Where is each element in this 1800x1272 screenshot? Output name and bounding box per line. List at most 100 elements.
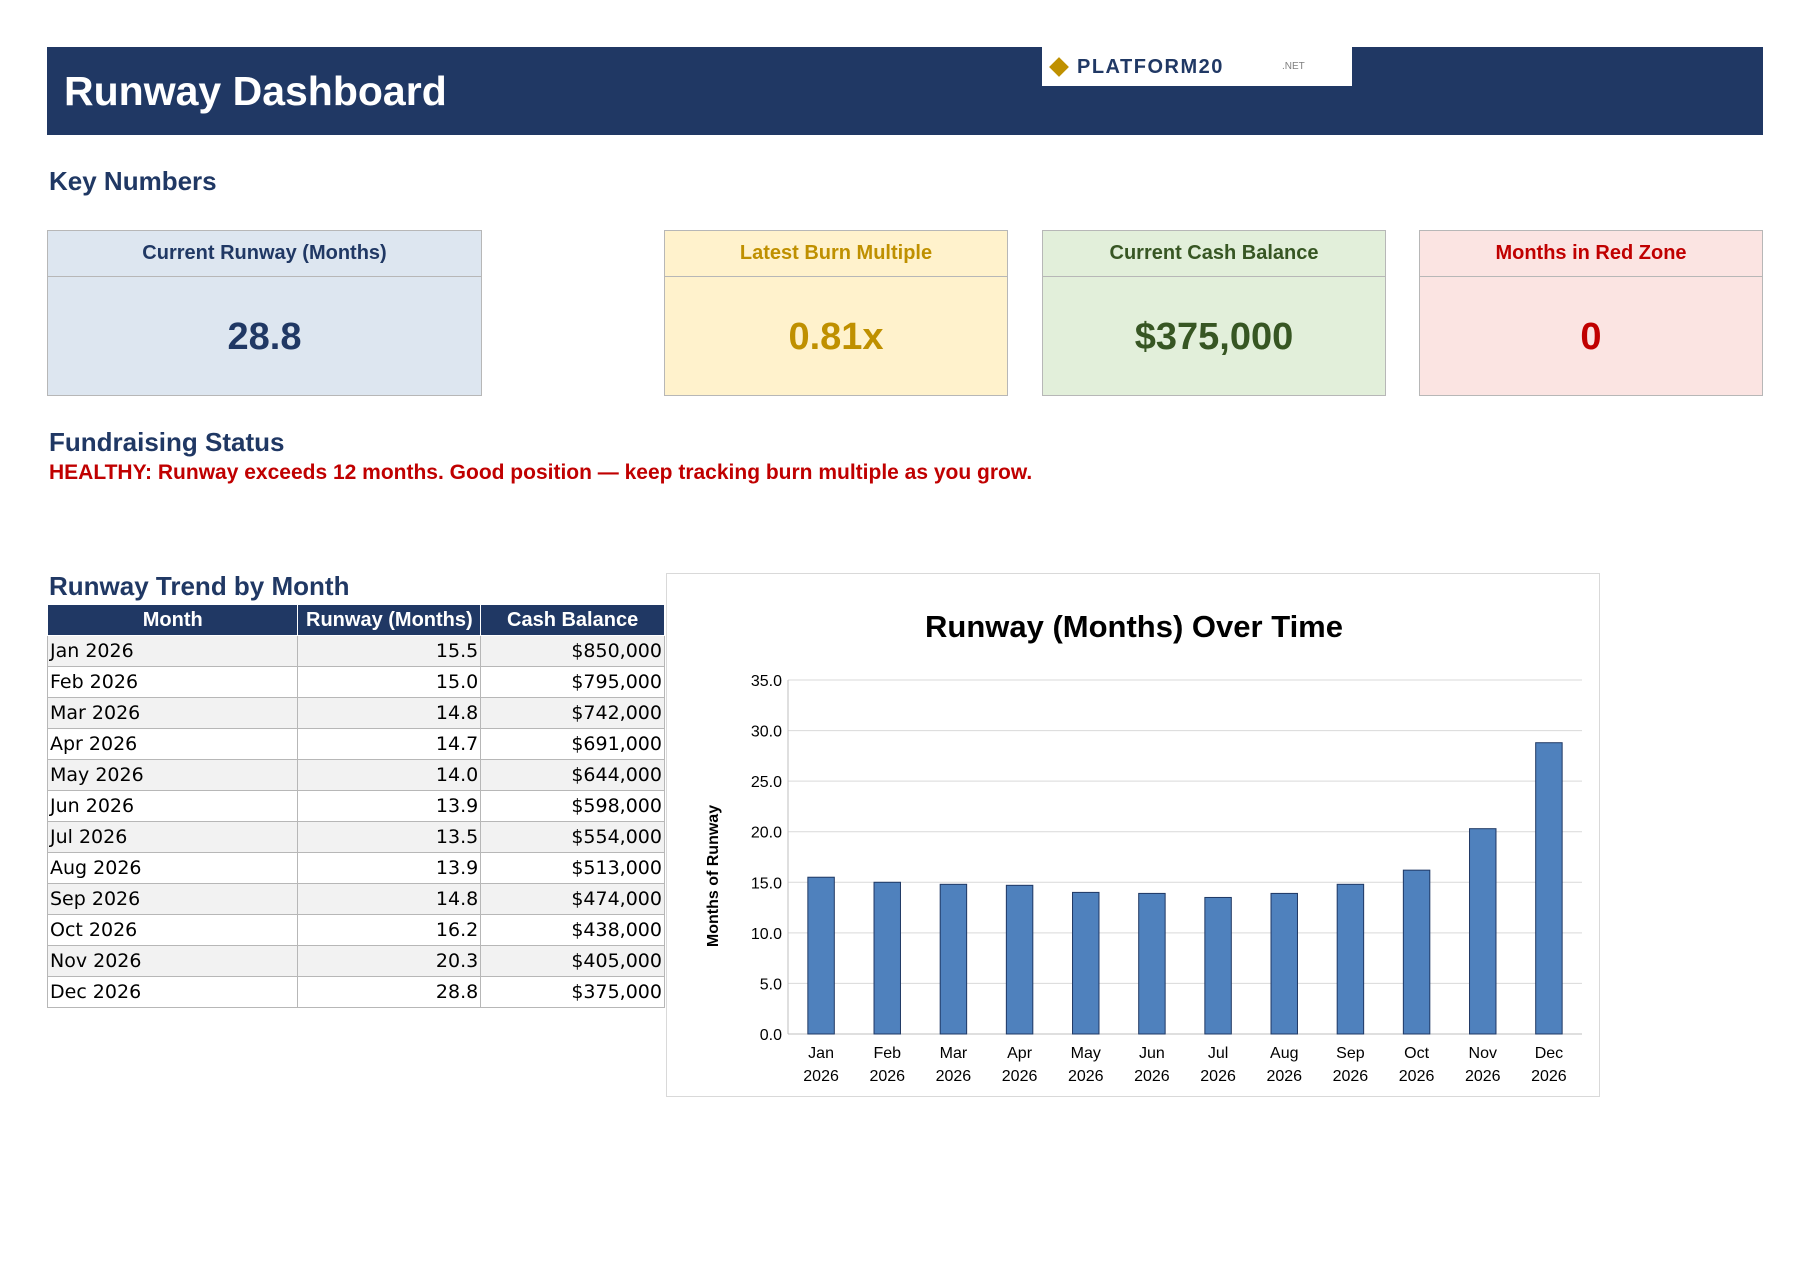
cash-cell: $598,000 (480, 790, 665, 822)
x-tick-label: 2026 (1465, 1068, 1501, 1085)
x-tick-label: Jan (808, 1045, 834, 1062)
table-row: Jan 2026 15.5 $850,000 (46, 635, 665, 667)
bar (1469, 828, 1497, 1035)
card-cash-balance: Current Cash Balance $375,000 (1042, 230, 1386, 396)
x-tick-label: 2026 (1134, 1068, 1170, 1085)
cash-cell: $850,000 (480, 635, 665, 667)
cash-cell: $375,000 (480, 976, 665, 1008)
cash-cell: $742,000 (480, 697, 665, 729)
table-row: Nov 2026 20.3 $405,000 (46, 945, 665, 977)
y-tick-label: 0.0 (760, 1027, 782, 1044)
runway-cell: 13.5 (297, 821, 482, 853)
card-current-runway: Current Runway (Months) 28.8 (47, 230, 482, 396)
x-tick-label: 2026 (1266, 1068, 1302, 1085)
card-red-zone: Months in Red Zone 0 (1419, 230, 1763, 396)
card-value: 28.8 (227, 316, 302, 358)
x-tick-label: 2026 (1531, 1068, 1567, 1085)
x-tick-label: 2026 (869, 1068, 905, 1085)
month-cell: Oct 2026 (46, 914, 299, 946)
bar (807, 876, 835, 1035)
x-tick-label: 2026 (1200, 1068, 1236, 1085)
bar (1270, 892, 1298, 1035)
runway-cell: 14.0 (297, 759, 482, 791)
cash-cell: $554,000 (480, 821, 665, 853)
table-row: Mar 2026 14.8 $742,000 (46, 697, 665, 729)
bar (1535, 742, 1563, 1035)
table-header-row: Month Runway (Months) Cash Balance (46, 604, 665, 636)
chart-canvas: Runway (Months) Over Time Months of Runw… (705, 609, 1582, 1085)
bar (873, 881, 901, 1035)
logo-suffix: .NET (1282, 61, 1305, 72)
x-tick-label: Jul (1208, 1045, 1228, 1062)
x-tick-label: 2026 (1333, 1068, 1369, 1085)
x-tick-label: Nov (1469, 1045, 1497, 1062)
month-cell: Apr 2026 (46, 728, 299, 760)
month-cell: Mar 2026 (46, 697, 299, 729)
runway-cell: 28.8 (297, 976, 482, 1008)
month-cell: May 2026 (46, 759, 299, 791)
y-tick-label: 25.0 (751, 774, 782, 791)
y-axis-label: Months of Runway (705, 805, 722, 947)
card-label: Current Cash Balance (1043, 231, 1385, 277)
month-cell: Aug 2026 (46, 852, 299, 884)
y-tick-label: 5.0 (760, 976, 782, 993)
x-tick-label: Feb (873, 1045, 901, 1062)
runway-trend-table: Month Runway (Months) Cash Balance Jan 2… (46, 604, 665, 1008)
table-row: Aug 2026 13.9 $513,000 (46, 852, 665, 884)
logo-text: PLATFORM20 (1077, 56, 1224, 78)
bar (1005, 884, 1034, 1035)
x-tick-label: Aug (1270, 1045, 1298, 1062)
cash-cell: $691,000 (480, 728, 665, 760)
runway-cell: 13.9 (297, 790, 482, 822)
dashboard-header: Runway Dashboard PLATFORM20 .NET (47, 47, 1763, 135)
cash-cell: $513,000 (480, 852, 665, 884)
table-row: Oct 2026 16.2 $438,000 (46, 914, 665, 946)
x-tick-label: Mar (940, 1045, 968, 1062)
x-tick-label: Jun (1139, 1045, 1165, 1062)
column-header-month: Month (46, 604, 299, 636)
bar (939, 883, 968, 1035)
table-row: Feb 2026 15.0 $795,000 (46, 666, 665, 698)
runway-chart: Runway (Months) Over Time Months of Runw… (666, 573, 1600, 1097)
cash-cell: $405,000 (480, 945, 665, 977)
runway-cell: 14.8 (297, 697, 482, 729)
trend-heading: Runway Trend by Month (49, 571, 350, 601)
table-row: Sep 2026 14.8 $474,000 (46, 883, 665, 915)
month-cell: Jul 2026 (46, 821, 299, 853)
fundraising-status: HEALTHY: Runway exceeds 12 months. Good … (49, 461, 1033, 484)
cash-cell: $438,000 (480, 914, 665, 946)
page-title: Runway Dashboard (64, 68, 447, 114)
card-value: $375,000 (1134, 316, 1294, 358)
cash-cell: $644,000 (480, 759, 665, 791)
runway-cell: 20.3 (297, 945, 482, 977)
month-cell: Jun 2026 (46, 790, 299, 822)
bar (1204, 896, 1232, 1035)
card-burn-multiple: Latest Burn Multiple 0.81x (664, 230, 1008, 396)
x-tick-label: Sep (1336, 1045, 1365, 1062)
column-header-cash: Cash Balance (480, 604, 665, 636)
bar (1072, 891, 1100, 1035)
x-tick-label: 2026 (803, 1068, 839, 1085)
x-tick-label: Oct (1404, 1045, 1429, 1062)
y-tick-label: 30.0 (751, 724, 782, 741)
runway-cell: 15.5 (297, 635, 482, 667)
card-label: Latest Burn Multiple (665, 231, 1007, 277)
x-tick-label: 2026 (936, 1068, 972, 1085)
table-row: Apr 2026 14.7 $691,000 (46, 728, 665, 760)
cash-cell: $474,000 (480, 883, 665, 915)
bar (1138, 892, 1166, 1035)
bar (1336, 883, 1365, 1035)
table-row: Dec 2026 28.8 $375,000 (46, 976, 665, 1008)
diamond-icon (1049, 57, 1069, 77)
cash-cell: $795,000 (480, 666, 665, 698)
card-label: Current Runway (Months) (48, 231, 481, 277)
y-tick-label: 15.0 (751, 875, 782, 892)
y-tick-label: 10.0 (751, 926, 782, 943)
runway-cell: 13.9 (297, 852, 482, 884)
x-tick-label: Dec (1535, 1045, 1563, 1062)
table-row: May 2026 14.0 $644,000 (46, 759, 665, 791)
bar (1402, 869, 1431, 1035)
y-tick-label: 20.0 (751, 825, 782, 842)
table-row: Jun 2026 13.9 $598,000 (46, 790, 665, 822)
card-value: 0 (1580, 316, 1602, 358)
